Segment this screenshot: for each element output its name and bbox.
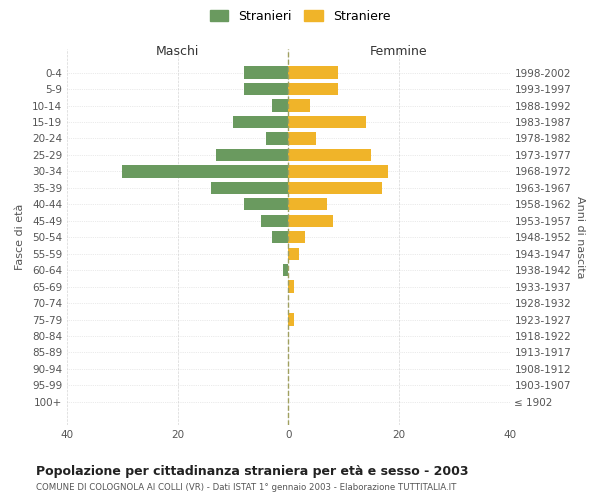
Text: Maschi: Maschi bbox=[156, 45, 199, 58]
Bar bbox=[288, 280, 294, 293]
Y-axis label: Fasce di età: Fasce di età bbox=[15, 204, 25, 270]
Bar bbox=[233, 116, 288, 128]
Bar bbox=[288, 100, 310, 112]
Bar bbox=[244, 83, 288, 95]
Bar bbox=[211, 182, 288, 194]
Y-axis label: Anni di nascita: Anni di nascita bbox=[575, 196, 585, 278]
Bar bbox=[260, 214, 288, 227]
Bar bbox=[288, 314, 294, 326]
Bar bbox=[288, 231, 305, 243]
Bar bbox=[288, 198, 327, 210]
Bar bbox=[266, 132, 288, 144]
Bar bbox=[122, 165, 288, 177]
Bar bbox=[217, 149, 288, 161]
Bar bbox=[244, 66, 288, 79]
Bar bbox=[288, 182, 382, 194]
Bar bbox=[288, 83, 338, 95]
Text: Popolazione per cittadinanza straniera per età e sesso - 2003: Popolazione per cittadinanza straniera p… bbox=[36, 464, 469, 477]
Legend: Stranieri, Straniere: Stranieri, Straniere bbox=[206, 6, 394, 26]
Bar bbox=[288, 149, 371, 161]
Bar bbox=[244, 198, 288, 210]
Bar bbox=[288, 214, 332, 227]
Text: Femmine: Femmine bbox=[370, 45, 428, 58]
Bar bbox=[272, 100, 288, 112]
Bar bbox=[272, 231, 288, 243]
Bar bbox=[288, 165, 388, 177]
Text: COMUNE DI COLOGNOLA AI COLLI (VR) - Dati ISTAT 1° gennaio 2003 - Elaborazione TU: COMUNE DI COLOGNOLA AI COLLI (VR) - Dati… bbox=[36, 484, 457, 492]
Bar bbox=[288, 116, 366, 128]
Bar bbox=[288, 66, 338, 79]
Bar bbox=[283, 264, 288, 276]
Bar bbox=[288, 132, 316, 144]
Bar bbox=[288, 248, 299, 260]
